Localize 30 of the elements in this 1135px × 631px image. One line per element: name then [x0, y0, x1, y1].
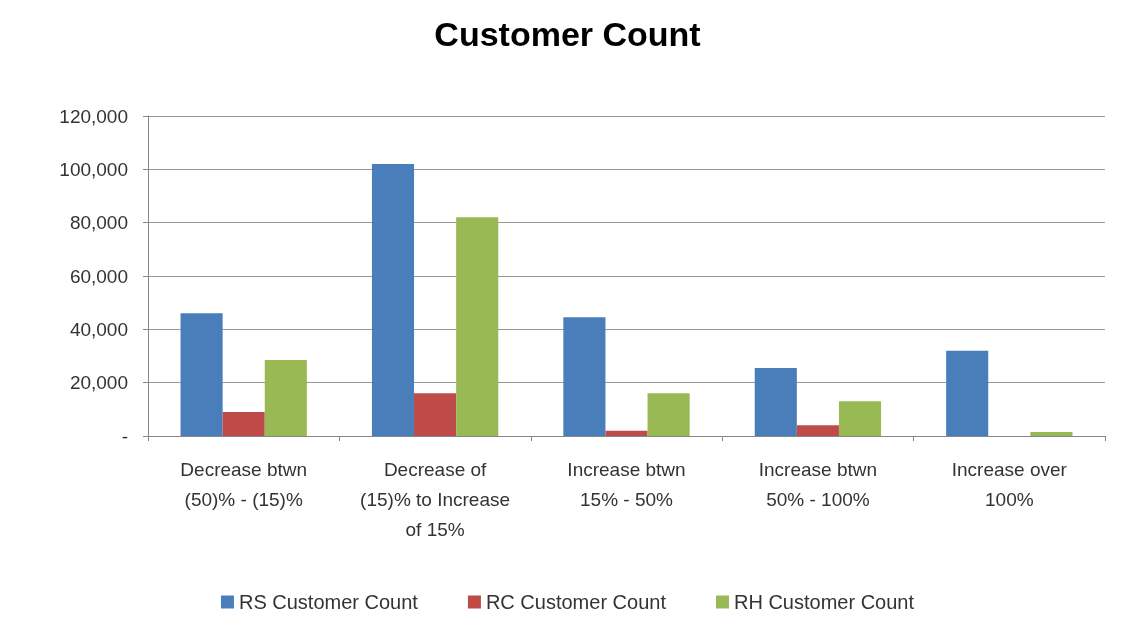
bar: [946, 350, 989, 436]
y-tick-label: 100,000: [59, 158, 128, 180]
y-tick-label: 60,000: [69, 265, 128, 287]
bar: [371, 164, 415, 436]
y-tick-label: 20,000: [69, 372, 128, 394]
bar: [1030, 432, 1073, 436]
legend-label: RS Customer Count: [238, 591, 419, 613]
x-tick-label: Decrease btwn (50)% - (15)%: [180, 458, 308, 510]
bar: [264, 360, 307, 436]
bar: [605, 430, 648, 436]
y-tick-label: -: [121, 425, 128, 447]
chart-title: Customer Count: [434, 15, 701, 53]
x-tick-label: Increase btwn 15% - 50%: [567, 458, 686, 510]
x-tick-label: Increase over 100%: [951, 458, 1068, 510]
bar: [796, 425, 839, 436]
legend-label: RC Customer Count: [485, 591, 667, 613]
y-tick-label: 40,000: [69, 318, 128, 340]
bar: [222, 412, 265, 436]
x-tick-label: Decrease of (15)% to Increase of 15%: [360, 458, 511, 540]
y-tick-label: 80,000: [69, 212, 128, 234]
bar: [647, 393, 690, 436]
bar: [838, 401, 882, 436]
y-tick-label: 120,000: [59, 105, 128, 127]
legend-label: RH Customer Count: [733, 591, 915, 613]
x-tick-label: Increase btwn 50% - 100%: [758, 458, 878, 510]
bar: [414, 393, 457, 436]
bar: [456, 217, 499, 436]
bar: [754, 368, 797, 436]
bar: [563, 317, 606, 436]
bar: [180, 313, 223, 436]
